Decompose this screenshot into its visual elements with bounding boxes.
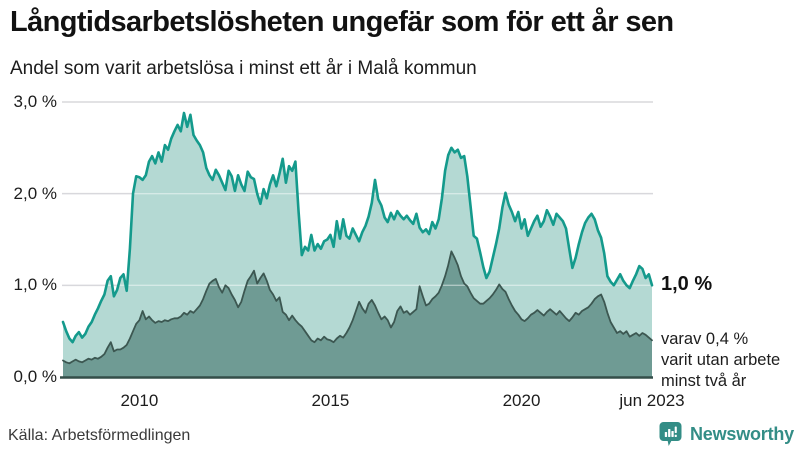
source-caption: Källa: Arbetsförmedlingen — [8, 427, 191, 444]
latest-value-label: 1,0 % — [661, 273, 713, 295]
area-fill-1 — [63, 251, 652, 377]
x-tick-label: 2015 — [311, 391, 350, 410]
y-tick-label: 0,0 % — [13, 367, 57, 386]
newsworthy-icon — [659, 422, 682, 446]
series-line-0 — [61, 111, 654, 344]
y-tick-label: 2,0 % — [13, 183, 57, 203]
y-tick-label: 3,0 % — [13, 92, 57, 111]
x-tick-label: jun 2023 — [619, 391, 685, 410]
x-tick-label: 2010 — [120, 391, 159, 410]
x-tick-label: 2020 — [502, 391, 541, 410]
brand-logo: Newsworthy — [658, 421, 794, 447]
series-note-label: varav 0,4 % varit utan arbete minst två … — [661, 330, 781, 390]
page-title: Långtidsarbetslösheten ungefär som för e… — [10, 6, 674, 38]
page-subtitle: Andel som varit arbetslösa i minst ett å… — [10, 58, 477, 79]
series-line-1 — [62, 250, 653, 365]
brand-name: Newsworthy — [689, 423, 794, 444]
y-tick-label: 1,0 % — [13, 275, 57, 295]
